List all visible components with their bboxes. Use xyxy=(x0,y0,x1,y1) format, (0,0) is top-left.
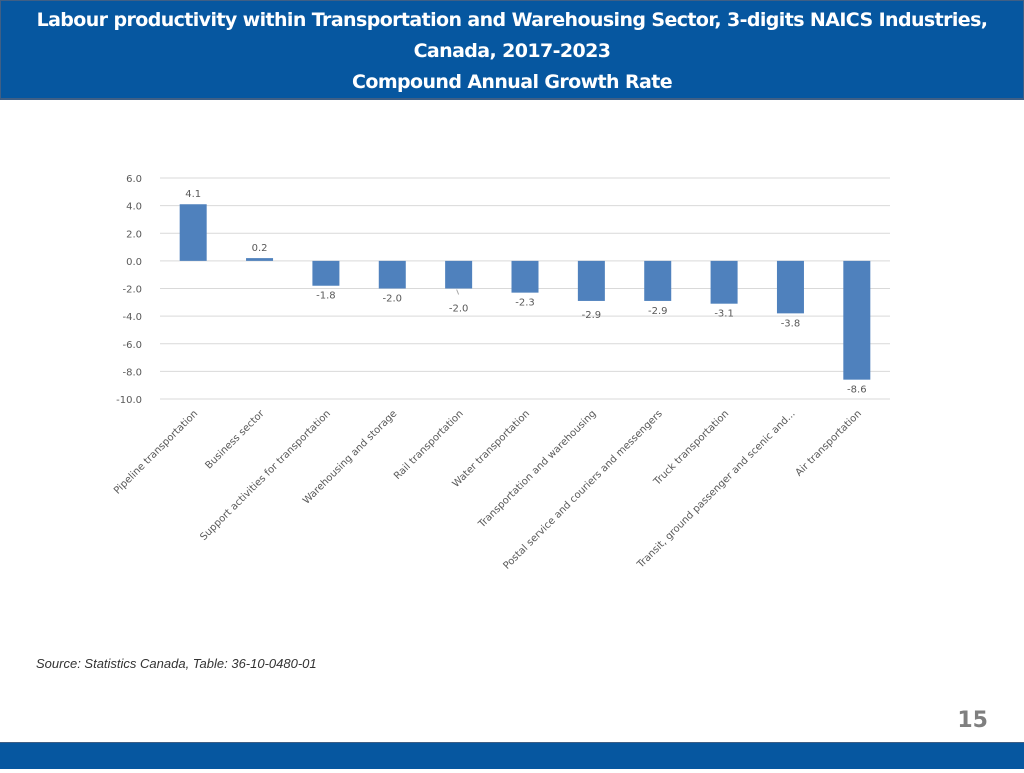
chart-subtitle: Compound Annual Growth Rate xyxy=(352,71,673,93)
data-label: -2.0 xyxy=(383,294,403,305)
data-label: -3.1 xyxy=(714,309,734,320)
footer-bar xyxy=(0,742,1024,769)
data-label: 4.1 xyxy=(185,189,201,200)
y-tick-label: 4.0 xyxy=(126,202,142,213)
x-tick-label: Business sector xyxy=(204,408,268,472)
x-tick-label: Support activities for transportation xyxy=(198,408,333,543)
bars xyxy=(179,204,871,380)
y-tick-label: 6.0 xyxy=(126,174,142,185)
bar xyxy=(246,258,274,261)
chart-title-line-1: Labour productivity within Transportatio… xyxy=(36,9,988,31)
y-tick-label: -4.0 xyxy=(122,312,142,323)
x-tick-label: Truck transportation xyxy=(651,408,731,488)
data-label: -1.8 xyxy=(316,291,336,302)
x-tick-label: Air transportation xyxy=(794,408,864,478)
data-label: -2.0 xyxy=(449,304,469,315)
x-tick-label: Water transportation xyxy=(451,408,532,489)
bar xyxy=(644,260,672,301)
data-label: 0.2 xyxy=(252,243,268,254)
bar xyxy=(445,260,473,289)
leader-line xyxy=(456,289,460,295)
x-tick-label: Transit, ground passenger and scenic and… xyxy=(635,408,798,571)
data-label: -2.9 xyxy=(582,310,602,321)
y-tick-label: -8.0 xyxy=(122,367,142,378)
y-tick-label: -6.0 xyxy=(122,340,142,351)
y-tick-label: -2.0 xyxy=(122,285,142,296)
x-tick-label: Transportation and warehousing xyxy=(476,408,598,530)
x-tick-label: Rail transportation xyxy=(392,408,466,482)
data-labels: 4.1 0.2 -1.8 -2.0 -2.0 -2.3 -2.9 -2.9 -3.1 -3.8 -8… xyxy=(185,189,866,395)
x-tick-label: Postal service and couriers and messenge… xyxy=(501,408,664,571)
bar xyxy=(843,260,871,380)
bar xyxy=(179,204,207,261)
bar xyxy=(378,260,406,289)
y-tick-label: 0.0 xyxy=(126,257,142,268)
data-label: -3.8 xyxy=(781,318,801,329)
y-tick-label: 2.0 xyxy=(126,229,142,240)
bar xyxy=(776,260,804,314)
x-axis-category-labels: Pipeline transportation Business sectorSu… xyxy=(112,408,864,572)
y-tick-label: -10.0 xyxy=(116,395,142,406)
bar xyxy=(577,260,605,301)
bar xyxy=(511,260,539,293)
source-note: Source: Statistics Canada, Table: 36-10-… xyxy=(36,656,317,671)
data-label: -8.6 xyxy=(847,385,867,396)
chart-title-line-2: Canada, 2017-2023 xyxy=(413,40,611,62)
data-label: -2.9 xyxy=(648,306,668,317)
bar xyxy=(710,260,738,304)
x-tick-label: Pipeline transportation xyxy=(112,408,200,496)
data-label: -2.3 xyxy=(515,298,535,309)
page-number: 15 xyxy=(957,708,988,733)
y-axis-ticks: 6.0 4.0 2.0 0.0 -2.0 -4.0 -6.0 -8.0 -10.0 xyxy=(116,174,142,406)
title-banner: Labour productivity within Transportatio… xyxy=(0,0,1024,100)
bar xyxy=(312,260,340,286)
